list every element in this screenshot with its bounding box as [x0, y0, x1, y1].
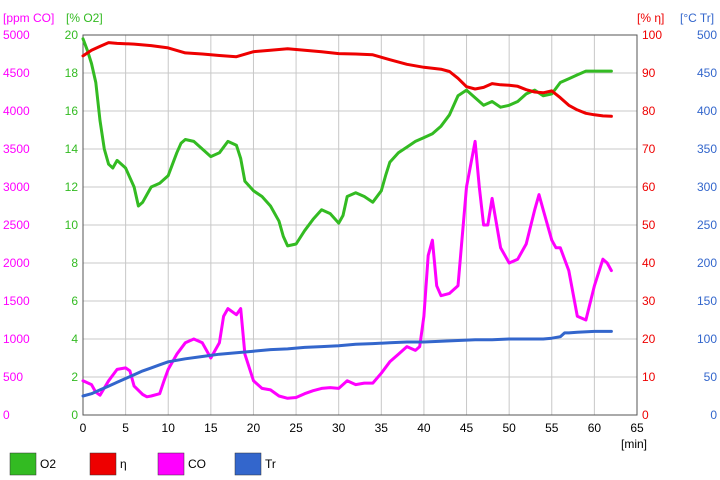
x-tick-label: 40 [417, 421, 431, 435]
y-tick-label-o2: 2 [71, 370, 78, 384]
legend-label-tr: Tr [265, 457, 276, 471]
y-tick-label-co: 5000 [3, 28, 30, 42]
x-tick-label: 55 [545, 421, 559, 435]
y-tick-label-tr: 200 [697, 256, 717, 270]
y-tick-label-co: 1500 [3, 294, 30, 308]
x-axis-title: [min] [621, 437, 647, 451]
y-tick-label-o2: 14 [65, 142, 79, 156]
x-tick-label: 65 [630, 421, 644, 435]
y-tick-label-tr: 300 [697, 180, 717, 194]
y-tick-label-co: 4500 [3, 66, 30, 80]
y-tick-label-tr: 450 [697, 66, 717, 80]
y-tick-label-co: 2000 [3, 256, 30, 270]
legend-swatch-tr [234, 452, 262, 476]
legend-swatch-co [157, 452, 185, 476]
x-axis-ticks: 0 5 10 15 20 25 30 35 40 45 50 55 60 65 [80, 421, 644, 435]
y-tick-label-tr: 50 [704, 370, 718, 384]
x-tick-label: 10 [162, 421, 176, 435]
y-tick-label-o2: 12 [65, 180, 79, 194]
y-tick-label-eta: 10 [642, 370, 656, 384]
x-tick-label: 0 [80, 421, 87, 435]
y-tick-label-co: 500 [3, 370, 23, 384]
y-tick-label-o2: 18 [65, 66, 79, 80]
y-tick-label-o2: 8 [71, 256, 78, 270]
y-tick-label-eta: 80 [642, 104, 656, 118]
y-tick-label-co: 0 [3, 408, 10, 422]
y-tick-label-tr: 0 [710, 408, 717, 422]
y-tick-label-eta: 50 [642, 218, 656, 232]
y-tick-label-co: 1000 [3, 332, 30, 346]
series-line-o2 [81, 37, 613, 248]
x-tick-label: 45 [460, 421, 474, 435]
y-tick-label-co: 2500 [3, 218, 30, 232]
legend-swatch-o2 [9, 452, 37, 476]
y-axes: 0500100015002000250030003500400045005000… [3, 11, 717, 422]
y-tick-label-tr: 100 [697, 332, 717, 346]
x-tick-label: 25 [289, 421, 303, 435]
y-tick-label-eta: 20 [642, 332, 656, 346]
series-line-eta [81, 41, 613, 118]
y-tick-label-o2: 0 [71, 408, 78, 422]
y-tick-label-tr: 150 [697, 294, 717, 308]
y-tick-label-co: 3000 [3, 180, 30, 194]
x-tick-label: 30 [332, 421, 346, 435]
y-tick-label-eta: 90 [642, 66, 656, 80]
y-tick-label-o2: 4 [71, 332, 78, 346]
y-tick-label-co: 3500 [3, 142, 30, 156]
plot-frame [82, 34, 638, 416]
y-tick-label-o2: 10 [65, 218, 79, 232]
y-axis-title-eta: [% η] [637, 11, 664, 25]
y-tick-label-o2: 6 [71, 294, 78, 308]
y-tick-label-eta: 30 [642, 294, 656, 308]
y-tick-label-eta: 60 [642, 180, 656, 194]
series-line-co [81, 139, 613, 400]
series-line-tr [81, 329, 613, 398]
y-tick-label-tr: 250 [697, 218, 717, 232]
legend-swatch-eta [89, 452, 117, 476]
legend-label-co: CO [188, 457, 206, 471]
y-tick-label-tr: 350 [697, 142, 717, 156]
y-tick-label-eta: 70 [642, 142, 656, 156]
x-tick-label: 50 [502, 421, 516, 435]
x-tick-label: 20 [247, 421, 261, 435]
y-tick-label-tr: 400 [697, 104, 717, 118]
y-tick-label-o2: 20 [65, 28, 79, 42]
y-tick-label-tr: 500 [697, 28, 717, 42]
y-axis-title-tr: [°C Tr] [680, 11, 714, 25]
y-tick-label-co: 4000 [3, 104, 30, 118]
legend-label-o2: O2 [40, 457, 56, 471]
x-tick-label: 15 [204, 421, 218, 435]
x-tick-label: 60 [588, 421, 602, 435]
y-axis-title-co: [ppm CO] [3, 11, 54, 25]
y-tick-label-eta: 0 [642, 408, 649, 422]
series-lines [81, 37, 613, 400]
legend-label-eta: η [120, 457, 127, 471]
y-axis-title-o2: [% O2] [66, 11, 103, 25]
y-tick-label-o2: 16 [65, 104, 79, 118]
x-tick-label: 35 [375, 421, 389, 435]
y-tick-label-eta: 100 [642, 28, 662, 42]
x-tick-label: 5 [122, 421, 129, 435]
legend: O2 η CO Tr [9, 452, 276, 476]
y-tick-label-eta: 40 [642, 256, 656, 270]
